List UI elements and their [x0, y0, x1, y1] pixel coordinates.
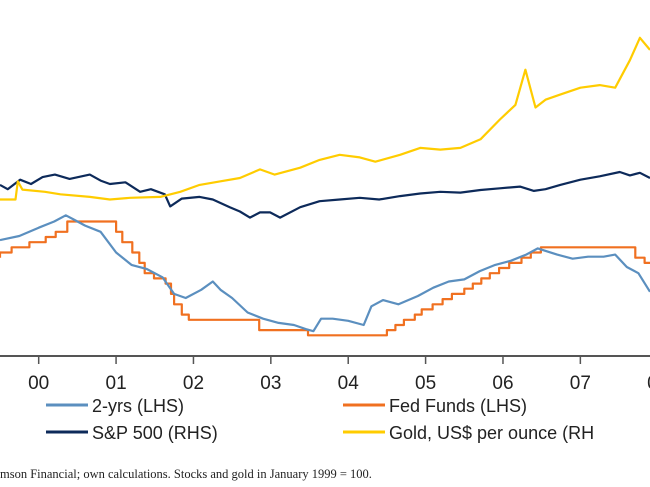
x-tick-label: 04	[338, 373, 360, 394]
x-tick-label: 06	[492, 373, 513, 394]
legend-label: Fed Funds (LHS)	[389, 396, 527, 416]
series-layer	[0, 36, 650, 337]
legend-label: Gold, US$ per ounce (RH	[389, 423, 594, 443]
x-tick-label: 02	[183, 373, 204, 394]
series-line-2	[0, 170, 650, 219]
legend-item-gold: Gold, US$ per ounce (RH	[343, 423, 594, 443]
series-line-1	[0, 220, 650, 337]
legend-item-2yrs: 2-yrs (LHS)	[46, 396, 184, 416]
source-note: mson Financial; own calculations. Stocks…	[0, 467, 372, 481]
legend-item-fed-funds: Fed Funds (LHS)	[343, 396, 527, 416]
series-line-0	[0, 214, 650, 333]
series-line-3	[0, 36, 650, 201]
legend-label: 2-yrs (LHS)	[92, 396, 184, 416]
legend-item-sp500: S&P 500 (RHS)	[46, 423, 218, 443]
x-tick-label: 08	[647, 373, 650, 394]
legend: 2-yrs (LHS) Fed Funds (LHS) S&P 500 (RHS…	[46, 396, 594, 443]
x-tick-label: 01	[106, 373, 127, 394]
x-tick-label: 03	[260, 373, 281, 394]
x-tick-label: 07	[570, 373, 591, 394]
x-tick-label: 00	[28, 373, 49, 394]
legend-label: S&P 500 (RHS)	[92, 423, 218, 443]
x-axis-ticks: 00 01 02 03 04 05 06 07 08	[28, 356, 650, 394]
x-tick-label: 05	[415, 373, 436, 394]
